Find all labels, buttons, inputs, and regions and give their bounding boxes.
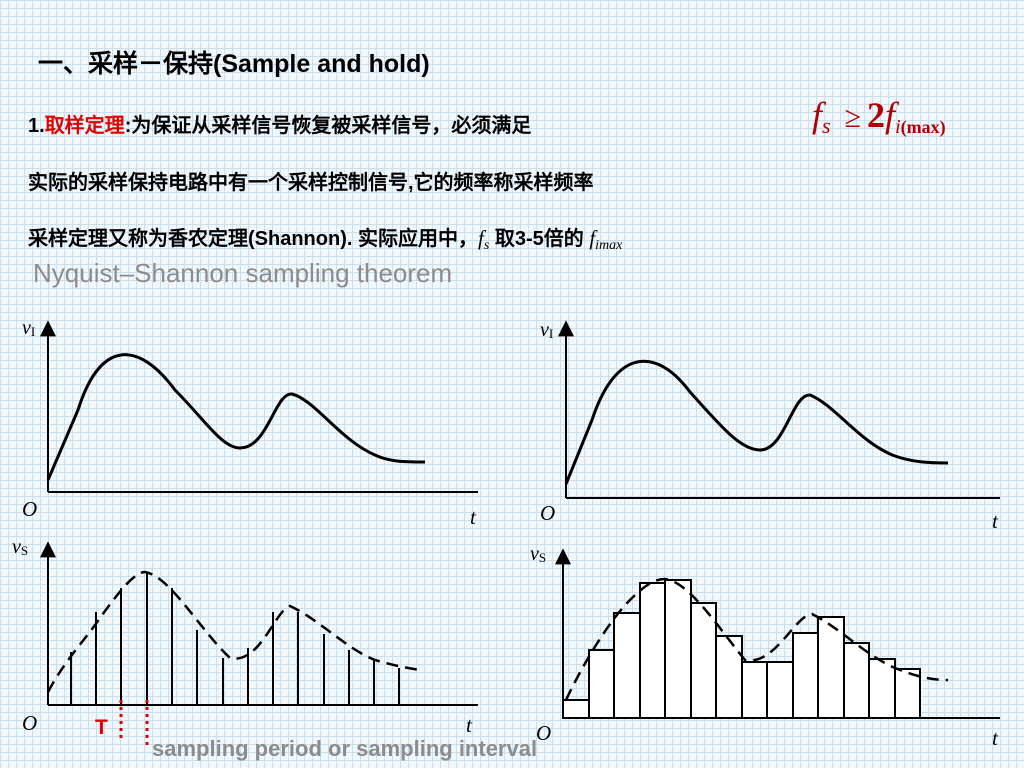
- sampling-frequency-line: 实际的采样保持电路中有一个采样控制信号,它的频率称采样频率: [28, 172, 594, 194]
- sampling-theorem-line: 1.取样定理:为保证从采样信号恢复被采样信号，必须满足: [28, 109, 531, 138]
- fs-sub: s: [483, 238, 490, 253]
- hold-step: [613, 612, 641, 719]
- hold-step: [766, 661, 794, 719]
- formula-f-sample: f: [812, 95, 823, 135]
- fimax-symbol: f: [589, 226, 596, 250]
- formula-sub-i: i: [895, 116, 901, 138]
- hold-step: [843, 642, 870, 719]
- sampling-period-caption: sampling period or sampling interval: [152, 736, 538, 761]
- origin-label: O: [22, 497, 37, 521]
- t-axis-label: t: [992, 726, 999, 750]
- nyquist-subtitle: Nyquist–Shannon sampling theorem: [33, 258, 453, 288]
- input-signal-plot-left: vI O t: [22, 317, 478, 529]
- sampled-signal-plot-left: vS O t: [12, 536, 478, 745]
- input-waveform: [46, 353, 426, 481]
- title-chinese: 一、采样－保持: [38, 50, 214, 78]
- vi-label: vI: [22, 317, 35, 339]
- hold-step: [894, 668, 921, 719]
- formula-coefficient: 2: [867, 95, 886, 135]
- shannon-text: 采样定理又称为香农定理(Shannon). 实际应用中，: [28, 228, 478, 250]
- vs-label: vS: [530, 543, 546, 565]
- formula-f-input: f: [885, 95, 896, 135]
- nyquist-formula: fs ≥2fi(max): [812, 94, 946, 138]
- t-axis-label: t: [470, 505, 477, 529]
- input-waveform: [564, 359, 949, 485]
- hold-step: [664, 579, 692, 719]
- vs-label: vS: [12, 536, 28, 558]
- formula-sub-max: (max): [900, 117, 946, 137]
- origin-label: O: [536, 721, 551, 745]
- envelope-dashed-curve: [564, 577, 949, 701]
- slide-title: 一、采样－保持(Sample and hold): [38, 44, 430, 80]
- theorem-statement: :为保证从采样信号恢复被采样信号，必须满足: [124, 115, 532, 137]
- hold-step: [741, 661, 768, 719]
- item-number: 1.: [28, 115, 45, 137]
- fimax-sub: imax: [595, 238, 623, 253]
- sampling-theorem-keyword: 取样定理: [44, 115, 125, 137]
- input-signal-plot-right: vI O t: [540, 319, 1000, 533]
- origin-label: O: [22, 711, 37, 735]
- held-signal-plot-right: vS O t: [530, 543, 1000, 750]
- hold-step: [562, 699, 590, 719]
- vi-label: vI: [540, 319, 553, 341]
- sample-pulses: [70, 572, 400, 705]
- hold-step: [715, 635, 743, 719]
- origin-label: O: [540, 501, 555, 525]
- period-t-label: T: [95, 716, 108, 739]
- hold-step: [690, 602, 717, 719]
- t-axis-label: t: [466, 713, 473, 737]
- hold-step: [792, 632, 819, 719]
- formula-sub-s: s: [822, 113, 831, 138]
- formula-geq: ≥: [844, 101, 862, 134]
- sampling-diagrams: vI O t vS O t vI O t vS O t: [12, 317, 1000, 750]
- fs-symbol: f: [477, 226, 484, 250]
- hold-step: [588, 649, 615, 719]
- hold-step: [817, 616, 845, 719]
- shannon-line: 采样定理又称为香农定理(Shannon). 实际应用中，fs 取3-5倍的 fi…: [28, 222, 623, 253]
- hold-step: [868, 658, 896, 719]
- envelope-dashed-curve: [46, 570, 421, 693]
- hold-step: [639, 582, 666, 719]
- title-english: (Sample and hold): [213, 50, 430, 78]
- multiplier-text: 取3-5倍的: [489, 228, 590, 250]
- hold-steps: [562, 579, 921, 719]
- t-axis-label: t: [992, 509, 999, 533]
